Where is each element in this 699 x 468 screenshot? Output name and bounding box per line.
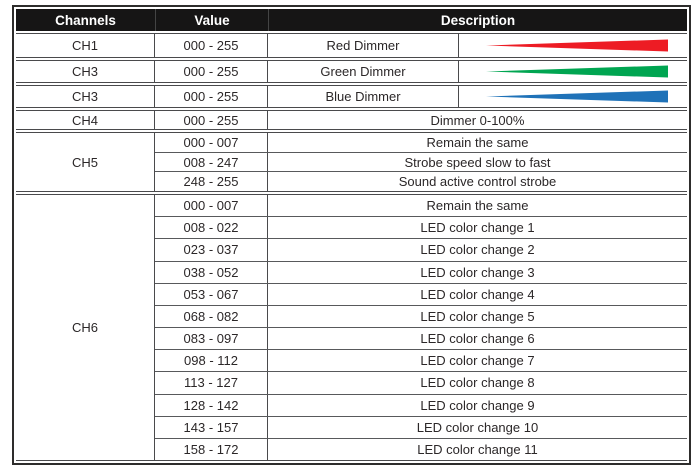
channel-rows: 000 - 255 Green Dimmer xyxy=(155,61,687,82)
table-row: 008 - 022 LED color change 1 xyxy=(155,216,687,239)
value-cell: 000 - 255 xyxy=(155,34,268,57)
value-cell: 113 - 127 xyxy=(155,372,268,394)
value-cell: 248 - 255 xyxy=(155,172,268,192)
table-row: 068 - 082 LED color change 5 xyxy=(155,304,687,328)
description-cell: LED color change 3 xyxy=(420,264,535,280)
table-row: 000 - 007 Remain the same xyxy=(155,195,687,217)
channel-cell: CH3 xyxy=(16,61,155,82)
value-cell: 128 - 142 xyxy=(155,394,268,416)
table-row: 000 - 255 Red Dimmer xyxy=(155,34,687,57)
description-cell: Dimmer 0-100% xyxy=(430,112,525,128)
channel-cell: CH5 xyxy=(16,133,155,191)
channel-rows: 000 - 007 Remain the same 008 - 022 LED col… xyxy=(155,195,687,461)
channel-group-ch5-4: CH5 000 - 007 Remain the same 008 - 247 Stro… xyxy=(16,132,687,192)
description-cell: Blue Dimmer xyxy=(268,86,459,107)
description-split-cell: Blue Dimmer xyxy=(268,86,687,107)
description-cell: Strobe speed slow to fast xyxy=(404,154,551,170)
value-cell: 023 - 037 xyxy=(155,239,268,261)
description-cell: LED color change 1 xyxy=(420,220,535,236)
description-cell: Green Dimmer xyxy=(268,61,459,82)
table-header-row: Channels Value Description xyxy=(16,9,687,31)
description-cell: Remain the same xyxy=(426,198,529,214)
channel-cell: CH3 xyxy=(16,86,155,107)
header-cell-value: Value xyxy=(155,9,268,31)
table-row: 098 - 112 LED color change 7 xyxy=(155,349,687,372)
channel-rows: 000 - 007 Remain the same 008 - 247 Strobe … xyxy=(155,133,687,192)
channel-group-ch6-5: CH6 000 - 007 Remain the same 008 - 022 LED … xyxy=(16,194,687,461)
green-dimmer-wedge-cell xyxy=(459,61,687,82)
channel-rows: 000 - 255 Dimmer 0-100% xyxy=(155,111,687,129)
dmx-channel-table: Channels Value Description CH1 000 - 255 R… xyxy=(12,5,691,465)
table-row: 000 - 007 Remain the same xyxy=(155,133,687,152)
value-cell: 000 - 255 xyxy=(155,86,268,107)
value-cell: 053 - 067 xyxy=(155,283,268,305)
description-cell: LED color change 5 xyxy=(420,308,535,324)
table-row: 143 - 157 LED color change 10 xyxy=(155,415,687,438)
table-row: 128 - 142 LED color change 9 xyxy=(155,393,687,416)
description-split-cell: Green Dimmer xyxy=(268,61,687,82)
value-cell: 068 - 082 xyxy=(155,305,268,328)
description-cell: LED color change 2 xyxy=(420,242,535,258)
header-cell-channels: Channels xyxy=(55,12,116,28)
description-cell: Red Dimmer xyxy=(268,34,459,57)
description-cell: LED color change 4 xyxy=(420,286,535,302)
value-cell: 098 - 112 xyxy=(155,350,268,372)
green-intensity-wedge-icon xyxy=(486,65,668,78)
table-row: 113 - 127 LED color change 8 xyxy=(155,371,687,394)
table-row: 000 - 255 Blue Dimmer xyxy=(155,86,687,107)
table-row: 038 - 052 LED color change 3 xyxy=(155,260,687,283)
table-row: 053 - 067 LED color change 4 xyxy=(155,282,687,305)
description-cell: LED color change 10 xyxy=(416,419,539,435)
value-cell: 143 - 157 xyxy=(155,416,268,438)
blue-intensity-wedge-icon xyxy=(486,90,668,103)
description-cell: Remain the same xyxy=(426,134,529,150)
value-cell: 000 - 255 xyxy=(155,61,268,82)
table-row: 000 - 255 Green Dimmer xyxy=(155,61,687,82)
description-cell: LED color change 9 xyxy=(420,397,535,413)
channel-group-ch4-3: CH4 000 - 255 Dimmer 0-100% xyxy=(16,110,687,130)
channel-cell: CH4 xyxy=(16,111,155,129)
description-cell: LED color change 8 xyxy=(420,375,535,391)
description-cell: LED color change 11 xyxy=(417,441,538,457)
description-cell: LED color change 6 xyxy=(420,331,535,347)
header-cell-description: Description xyxy=(268,9,687,31)
table-row: 083 - 097 LED color change 6 xyxy=(155,327,687,350)
channel-group-ch1-0: CH1 000 - 255 Red Dimmer xyxy=(16,33,687,58)
value-cell: 158 - 172 xyxy=(155,438,268,461)
value-cell: 008 - 022 xyxy=(155,217,268,239)
value-cell: 000 - 255 xyxy=(155,111,268,129)
table-row: 023 - 037 LED color change 2 xyxy=(155,238,687,261)
value-cell: 008 - 247 xyxy=(155,152,268,172)
value-cell: 083 - 097 xyxy=(155,328,268,350)
channel-cell: CH1 xyxy=(16,34,155,57)
description-split-cell: Red Dimmer xyxy=(268,34,687,57)
channel-rows: 000 - 255 Red Dimmer xyxy=(155,34,687,57)
table-row: 008 - 247 Strobe speed slow to fast xyxy=(155,151,687,172)
table-row: 158 - 172 LED color change 11 xyxy=(155,437,687,461)
value-cell: 000 - 007 xyxy=(155,195,268,217)
table-row: 000 - 255 Dimmer 0-100% xyxy=(155,111,687,129)
value-cell: 038 - 052 xyxy=(155,261,268,283)
red-dimmer-wedge-cell xyxy=(459,34,687,57)
value-cell: 000 - 007 xyxy=(155,133,268,152)
blue-dimmer-wedge-cell xyxy=(459,86,687,107)
channel-group-ch3-2: CH3 000 - 255 Blue Dimmer xyxy=(16,85,687,108)
table-row: 248 - 255 Sound active control strobe xyxy=(155,171,687,192)
red-intensity-wedge-icon xyxy=(486,39,668,52)
channel-group-ch3-1: CH3 000 - 255 Green Dimmer xyxy=(16,60,687,83)
channel-rows: 000 - 255 Blue Dimmer xyxy=(155,86,687,107)
description-cell: Sound active control strobe xyxy=(398,174,557,190)
description-cell: LED color change 7 xyxy=(420,353,535,369)
channel-cell: CH6 xyxy=(16,195,155,460)
